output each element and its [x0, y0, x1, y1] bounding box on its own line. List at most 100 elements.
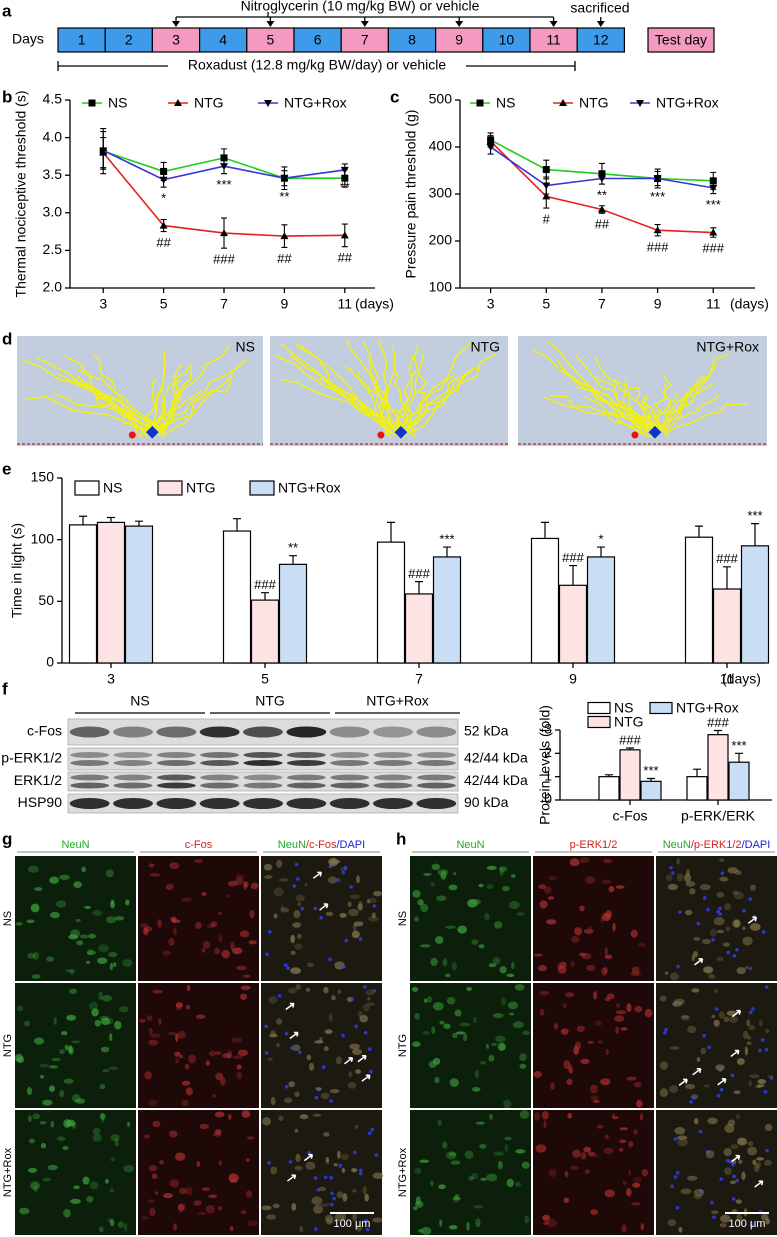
cell	[318, 1186, 327, 1192]
cell	[604, 1134, 609, 1140]
blot-band	[113, 752, 153, 758]
cell	[323, 1132, 330, 1137]
cell	[16, 1005, 23, 1012]
cell	[342, 1193, 348, 1202]
cell	[684, 909, 693, 916]
cell	[212, 1094, 216, 1098]
cell	[713, 1019, 720, 1027]
cell	[742, 936, 753, 946]
cell	[295, 1153, 301, 1163]
error-bar	[387, 521, 395, 543]
nucleus	[710, 1200, 714, 1205]
day-label: 4	[219, 32, 227, 48]
cell	[619, 1127, 629, 1131]
cell	[672, 1000, 683, 1007]
cell	[288, 1081, 295, 1088]
cell	[535, 1144, 547, 1153]
cell	[110, 901, 115, 909]
cell	[354, 1124, 359, 1129]
cell	[547, 896, 555, 900]
cell	[615, 1002, 621, 1009]
maze-track	[156, 396, 166, 435]
cell	[508, 1012, 515, 1016]
cell	[92, 1133, 102, 1142]
error-bar	[735, 752, 743, 763]
cell	[478, 944, 485, 949]
day-box	[151, 27, 201, 53]
blot-band	[200, 752, 240, 758]
nucleus	[676, 1170, 680, 1175]
cell	[711, 1210, 719, 1215]
cell	[519, 1053, 527, 1062]
cell	[366, 899, 371, 904]
cell	[539, 1008, 545, 1016]
cell	[718, 1011, 725, 1019]
cell	[304, 882, 308, 887]
x-tick-label: 3	[487, 296, 495, 312]
arrow	[730, 1049, 740, 1058]
cell	[352, 1212, 357, 1222]
nucleus	[353, 1150, 357, 1155]
maze-marker	[145, 425, 159, 439]
cell	[53, 1017, 57, 1025]
x-tick-label: 5	[261, 671, 269, 687]
scale-bar-label: 100 μm	[334, 1218, 371, 1230]
day-label: 9	[455, 32, 463, 48]
day-box	[576, 27, 626, 53]
error-bar	[261, 592, 269, 601]
cell	[372, 912, 376, 919]
cell	[39, 1063, 50, 1068]
annotation: ###	[213, 252, 235, 267]
column-header-part: /DAPI	[336, 839, 365, 851]
cell	[249, 910, 255, 919]
cell	[324, 1214, 334, 1224]
cell	[463, 1033, 468, 1042]
cell	[614, 1015, 625, 1022]
column-header-part: c-Fos	[185, 839, 213, 851]
maze-track	[409, 374, 427, 431]
cell	[744, 966, 749, 970]
arrow	[731, 1009, 742, 1018]
cell	[765, 1028, 770, 1034]
cell	[31, 974, 41, 979]
cell	[351, 930, 360, 939]
cell	[88, 1001, 98, 1010]
cell	[294, 943, 303, 950]
cell	[734, 891, 744, 900]
cell	[724, 903, 732, 911]
cell	[566, 1078, 573, 1086]
cell	[485, 1043, 489, 1049]
cell	[748, 1080, 752, 1087]
error-bar	[714, 729, 722, 735]
cell	[615, 1026, 619, 1034]
cell	[674, 1127, 686, 1135]
nucleus	[716, 1093, 721, 1098]
cell	[466, 986, 472, 991]
cell	[620, 1027, 628, 1031]
cell	[689, 888, 696, 895]
cell	[550, 1082, 556, 1091]
cell	[55, 900, 67, 908]
cell	[336, 1191, 344, 1198]
cell	[97, 957, 108, 964]
cell	[676, 858, 680, 865]
nucleus	[342, 964, 346, 969]
cell	[752, 1159, 757, 1165]
bar	[619, 749, 641, 801]
cell	[512, 1021, 524, 1029]
maze-marker	[128, 431, 136, 439]
cell	[567, 1112, 572, 1119]
maze-track	[657, 393, 719, 430]
cell	[239, 930, 250, 938]
cell	[533, 1111, 541, 1121]
maze-track	[397, 354, 425, 431]
marker	[280, 175, 289, 183]
cell	[309, 1062, 315, 1071]
cell	[719, 876, 729, 882]
maze-track	[641, 395, 652, 431]
micrograph	[410, 983, 531, 1108]
nucleus	[764, 985, 769, 989]
cell	[744, 1046, 749, 1056]
cell	[543, 1120, 547, 1129]
bar	[558, 584, 588, 664]
